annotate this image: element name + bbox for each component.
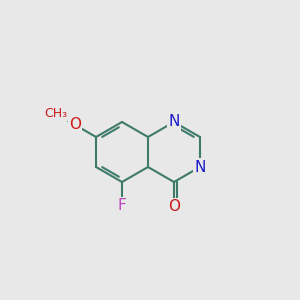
Text: N: N [194, 160, 206, 175]
Text: methoxy: methoxy [53, 113, 59, 115]
Text: O: O [69, 117, 81, 132]
Text: N: N [168, 115, 180, 130]
Text: F: F [118, 199, 126, 214]
Text: CH₃: CH₃ [44, 107, 68, 120]
Text: methoxy: methoxy [50, 113, 56, 115]
Text: O: O [168, 199, 180, 214]
